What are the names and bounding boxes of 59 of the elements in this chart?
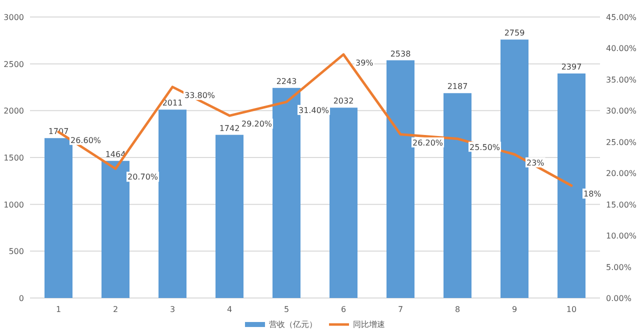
legend-item: 同比增速 [329, 320, 385, 329]
data-label: 2243 [276, 76, 297, 86]
y2-tick-label: 15.00% [606, 200, 637, 210]
x-tick-label: 6 [340, 305, 346, 314]
data-label: 18% [584, 190, 602, 199]
bar [386, 60, 414, 298]
data-label: 29.20% [242, 120, 272, 129]
y-tick-label: 500 [8, 247, 24, 256]
data-label: 20.70% [128, 172, 158, 182]
y2-tick-label: 35.00% [606, 75, 637, 84]
x-tick-label: 4 [226, 305, 232, 314]
y2-tick-label: 25.00% [606, 138, 637, 147]
y-tick-label: 2000 [4, 106, 24, 116]
x-tick-label: 9 [512, 305, 518, 314]
y2-tick-label: 45.00% [606, 13, 637, 22]
data-label: 2759 [504, 28, 525, 38]
data-label: 2032 [333, 96, 354, 106]
x-tick-label: 5 [284, 305, 290, 314]
data-label: 23% [526, 158, 545, 168]
data-label: 25.50% [470, 142, 500, 152]
bar [102, 160, 130, 298]
data-label: 33.80% [184, 90, 216, 100]
legend-label: 同比增速 [353, 320, 385, 329]
data-label: 39% [356, 58, 374, 68]
x-tick-label: 7 [398, 305, 404, 314]
x-tick-label: 1 [56, 305, 62, 314]
y-tick-label: 1000 [4, 200, 24, 210]
bar [272, 88, 300, 298]
y-tick-label: 0 [18, 294, 24, 303]
bar [558, 73, 586, 298]
bar [216, 134, 244, 298]
data-label: 31.40% [298, 106, 330, 115]
data-label: 26.20% [412, 138, 444, 148]
data-label: 26.60% [70, 136, 102, 145]
y2-tick-label: 20.00% [606, 169, 637, 178]
y2-tick-label: 0.00% [606, 294, 632, 303]
y-tick-label: 3000 [4, 13, 24, 22]
data-label: 2538 [390, 49, 411, 58]
y2-tick-label: 40.00% [606, 44, 637, 54]
y-tick-label: 2500 [4, 60, 24, 69]
x-tick-label: 3 [170, 305, 176, 314]
y2-tick-label: 30.00% [606, 106, 637, 116]
bar [158, 110, 186, 298]
y2-tick-label: 5.00% [606, 262, 632, 272]
legend-label: 营收（亿元） [269, 320, 317, 329]
y-tick-label: 1500 [4, 154, 24, 162]
data-label: 2011 [162, 98, 183, 108]
x-tick-label: 2 [112, 305, 118, 314]
legend-item: 营收（亿元） [245, 320, 317, 329]
bar [330, 108, 358, 298]
bar [444, 93, 472, 298]
data-label: 2187 [447, 82, 468, 92]
bar [44, 138, 72, 298]
bar [500, 40, 528, 298]
y2-tick-label: 10.00% [606, 232, 637, 241]
x-tick-label: 8 [454, 305, 460, 314]
x-tick-label: 10 [566, 305, 577, 314]
data-label: 2397 [561, 62, 582, 72]
data-label: 1742 [219, 124, 240, 133]
